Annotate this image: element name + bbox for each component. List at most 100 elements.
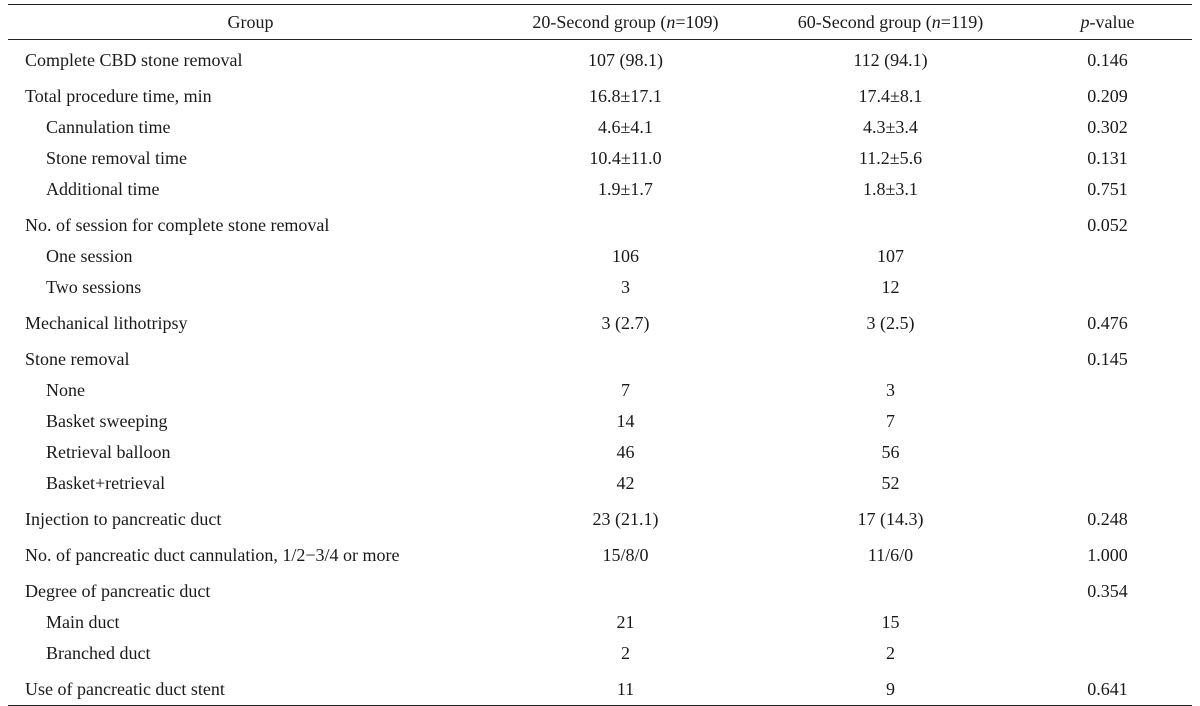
cell-p-value [1023, 468, 1192, 499]
row-label: Stone removal [25, 348, 130, 369]
cell-p-value: 0.302 [1087, 117, 1128, 137]
row-label: Use of pancreatic duct stent [25, 678, 225, 699]
cell-20-second: 1.9±1.7 [598, 179, 653, 199]
cell-20-second: 42 [616, 473, 635, 493]
table-row: No. of session for complete stone remova… [8, 205, 1192, 241]
header-20-second-group: 20-Second group (n=109) [493, 5, 758, 40]
table-row: None 7 3 [8, 375, 1192, 406]
cell-60-second: 52 [881, 473, 900, 493]
cell-60-second: 11.2±5.6 [858, 148, 923, 168]
row-label: No. of session for complete stone remova… [25, 214, 330, 235]
row-label: Branched duct [46, 643, 151, 663]
row-label: Cannulation time [46, 117, 171, 137]
header-p-italic: p [1080, 11, 1090, 32]
cell-20-second: 21 [616, 612, 635, 632]
cell-60-second: 9 [886, 678, 895, 699]
cell-60-second: 1.8±3.1 [863, 179, 918, 199]
cell-p-value [1023, 607, 1192, 638]
cell-p-value: 0.131 [1087, 148, 1128, 168]
cell-20-second: 2 [621, 643, 630, 663]
table-row: Complete CBD stone removal 107 (98.1) 11… [8, 40, 1192, 77]
cell-60-second: 12 [881, 277, 900, 297]
cell-20-second [493, 571, 758, 607]
row-label: Mechanical lithotripsy [25, 312, 188, 333]
cell-p-value: 0.476 [1087, 312, 1128, 333]
header-60-n: n [931, 11, 941, 32]
table-row: Total procedure time, min 16.8±17.1 17.4… [8, 76, 1192, 112]
cell-60-second: 2 [886, 643, 895, 663]
cell-20-second [493, 205, 758, 241]
table-row: Branched duct 2 2 [8, 638, 1192, 669]
row-label: No. of pancreatic duct cannulation, 1/2−… [25, 544, 400, 565]
table-row: Cannulation time 4.6±4.1 4.3±3.4 0.302 [8, 112, 1192, 143]
cell-20-second: 10.4±11.0 [589, 148, 662, 168]
cell-p-value: 0.209 [1087, 85, 1128, 106]
table-row: Main duct 21 15 [8, 607, 1192, 638]
header-20-prefix: 20-Second group ( [532, 11, 667, 32]
cell-20-second: 107 (98.1) [588, 49, 663, 70]
row-label: Basket sweeping [46, 411, 168, 431]
cell-60-second: 3 [886, 380, 895, 400]
row-label: Main duct [46, 612, 120, 632]
header-60-suffix: =119) [940, 11, 984, 32]
cell-60-second: 56 [881, 442, 900, 462]
cell-p-value [1023, 437, 1192, 468]
cell-20-second: 7 [621, 380, 630, 400]
cell-20-second: 46 [616, 442, 635, 462]
cell-60-second: 17 (14.3) [857, 508, 924, 529]
cell-20-second [493, 339, 758, 375]
results-table: Group 20-Second group (n=109) 60-Second … [8, 4, 1192, 706]
row-label: Retrieval balloon [46, 442, 171, 462]
cell-60-second [758, 339, 1023, 375]
cell-60-second: 15 [881, 612, 900, 632]
cell-20-second: 16.8±17.1 [589, 85, 662, 106]
cell-20-second: 3 (2.7) [601, 312, 650, 333]
header-20-n: n [666, 11, 676, 32]
header-60-prefix: 60-Second group ( [797, 11, 932, 32]
cell-p-value [1023, 241, 1192, 272]
cell-60-second: 3 (2.5) [866, 312, 915, 333]
cell-20-second: 4.6±4.1 [598, 117, 653, 137]
cell-20-second: 15/8/0 [602, 544, 649, 565]
cell-20-second: 14 [616, 411, 635, 431]
cell-20-second: 11 [616, 678, 635, 699]
cell-p-value [1023, 406, 1192, 437]
cell-p-value: 0.751 [1087, 179, 1128, 199]
header-60-second-group: 60-Second group (n=119) [758, 5, 1023, 40]
row-label: None [46, 380, 85, 400]
header-group: Group [227, 11, 274, 32]
table-header: Group 20-Second group (n=109) 60-Second … [8, 4, 1192, 40]
table-row: Retrieval balloon 46 56 [8, 437, 1192, 468]
cell-60-second: 107 [877, 246, 904, 266]
cell-p-value [1023, 638, 1192, 669]
cell-60-second: 112 (94.1) [853, 49, 928, 70]
table-body: Complete CBD stone removal 107 (98.1) 11… [8, 40, 1192, 706]
cell-60-second [758, 571, 1023, 607]
cell-60-second: 7 [886, 411, 895, 431]
cell-20-second: 106 [612, 246, 639, 266]
table-row: Injection to pancreatic duct 23 (21.1) 1… [8, 499, 1192, 535]
table-row: Additional time 1.9±1.7 1.8±3.1 0.751 [8, 174, 1192, 205]
cell-p-value: 0.146 [1087, 49, 1128, 70]
row-label: Two sessions [46, 277, 142, 297]
cell-20-second: 3 [621, 277, 630, 297]
row-label: Total procedure time, min [25, 85, 212, 106]
table-row: Mechanical lithotripsy 3 (2.7) 3 (2.5) 0… [8, 303, 1192, 339]
row-label: Basket+retrieval [46, 473, 166, 493]
results-table-container: Group 20-Second group (n=109) 60-Second … [8, 4, 1192, 706]
row-label: Additional time [46, 179, 160, 199]
table-row: No. of pancreatic duct cannulation, 1/2−… [8, 535, 1192, 571]
cell-p-value: 0.145 [1087, 348, 1128, 369]
header-p-suffix: -value [1089, 11, 1135, 32]
cell-p-value [1023, 272, 1192, 303]
cell-p-value: 0.052 [1087, 214, 1128, 235]
cell-p-value: 1.000 [1087, 544, 1128, 565]
table-row: Two sessions 3 12 [8, 272, 1192, 303]
table-row: Basket sweeping 14 7 [8, 406, 1192, 437]
table-row: Stone removal 0.145 [8, 339, 1192, 375]
header-20-suffix: =109) [675, 11, 719, 32]
row-label: Stone removal time [46, 148, 187, 168]
cell-60-second: 17.4±8.1 [858, 85, 923, 106]
row-label: Degree of pancreatic duct [25, 580, 211, 601]
cell-60-second [758, 205, 1023, 241]
